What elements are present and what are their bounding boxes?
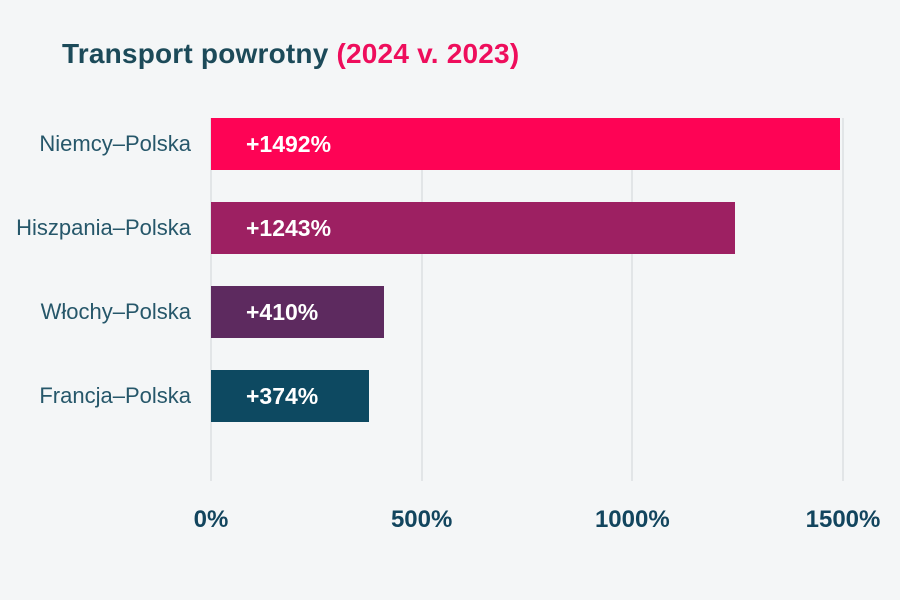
bar: +1492% <box>211 118 840 170</box>
x-axis-tick-label: 0% <box>193 506 229 533</box>
bar: +374% <box>211 370 369 422</box>
category-label: Niemcy–Polska <box>39 131 191 156</box>
bar-track: +374% <box>211 370 843 422</box>
gridline <box>842 118 844 481</box>
bar-row: Niemcy–Polska +1492% <box>0 118 900 202</box>
bar-chart: Niemcy–Polska +1492% Hiszpania–Polska +1243… <box>0 118 900 454</box>
bar-value-label: +374% <box>246 383 319 409</box>
x-axis-tick-label: 1500% <box>805 506 881 533</box>
bar-value-label: +1492% <box>246 131 332 157</box>
category-label: Hiszpania–Polska <box>16 215 191 240</box>
bar-row: Francja–Polska +374% <box>0 370 900 454</box>
bar-row: Włochy–Polska +410% <box>0 286 900 370</box>
chart-title-main: Transport powrotny <box>62 38 329 69</box>
gridline <box>420 118 423 481</box>
chart-title: Transport powrotny (2024 v. 2023) <box>62 38 519 70</box>
bar-track: +410% <box>211 286 843 338</box>
x-axis-tick-label: 1000% <box>594 506 670 533</box>
bar-value-label: +1243% <box>246 215 332 241</box>
bar: +410% <box>211 286 384 338</box>
bar: +1243% <box>211 202 735 254</box>
gridline <box>631 118 634 481</box>
bar-row: Hiszpania–Polska +1243% <box>0 202 900 286</box>
category-label: Francja–Polska <box>39 383 191 408</box>
bar-value-label: +410% <box>246 299 319 325</box>
x-axis-tick-label: 500% <box>390 506 453 533</box>
bar-track: +1243% <box>211 202 843 254</box>
x-axis: 0% 500% 1000% 1500% <box>194 506 881 536</box>
bar-track: +1492% <box>211 118 843 170</box>
category-label: Włochy–Polska <box>40 299 191 324</box>
chart-title-highlight: (2024 v. 2023) <box>336 38 520 69</box>
